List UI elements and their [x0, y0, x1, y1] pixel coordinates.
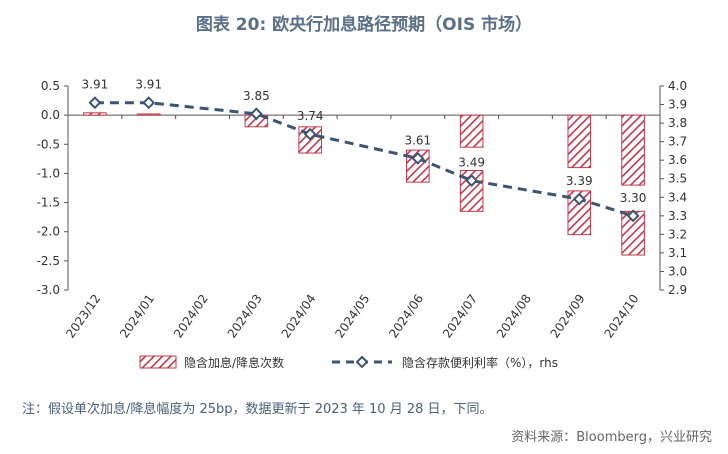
- data-label-2024-10: 3.30: [620, 191, 647, 205]
- x-tick-label: 2024/04: [279, 292, 319, 341]
- bars-group: [83, 112, 645, 256]
- x-tick-label: 2024/09: [548, 292, 588, 341]
- axes-group: 0.5 0.0 -0.5 -1.0 -1.5 -2.0 -2.5 -3.0 4.0 3.9 3.8 3…: [37, 79, 688, 297]
- left-tick-label: -1.5: [37, 196, 60, 210]
- x-tick-label: 2024/06: [386, 292, 426, 341]
- right-tick-label: 3.6: [668, 153, 687, 167]
- right-tick-label: 3.4: [668, 190, 687, 204]
- line-point-2024-04: [303, 127, 317, 141]
- data-label-2023-12: 3.91: [82, 78, 109, 92]
- left-tick-label: -2.0: [37, 225, 60, 239]
- line-point-2024-03: [249, 107, 263, 121]
- right-tick-label: 3.7: [668, 135, 687, 149]
- bar-2024-01: [136, 113, 161, 116]
- legend: 隐含加息/降息次数 隐含存款便利利率（%），rhs: [139, 355, 558, 370]
- right-tick-label: 3.0: [668, 264, 687, 278]
- legend-bar-swatch: [139, 355, 177, 369]
- left-tick-label: -1.0: [37, 166, 60, 180]
- line-point-2024-10: [626, 209, 640, 223]
- x-tick-labels-group: 2023/12 2024/01 2024/02 2024/03 2024/04 2024/…: [63, 292, 641, 341]
- line-point-2024-07: [465, 174, 479, 187]
- line-series-group: 3.91 3.91 3.85 3.74 3.61 3.49 3.39 3.30: [82, 78, 647, 223]
- source-note: 资料来源：Bloomberg，兴业研究: [511, 430, 712, 445]
- right-tick-label: 3.1: [668, 246, 687, 260]
- data-label-2024-01: 3.91: [135, 78, 162, 92]
- x-tick-label: 2024/02: [171, 292, 211, 341]
- right-tick-label: 3.2: [668, 227, 687, 241]
- right-tick-label: 4.0: [668, 79, 687, 93]
- chart-title: 图表 20: 欧央行加息路径预期（OIS 市场）: [195, 15, 533, 35]
- line-point-2024-06: [411, 151, 425, 165]
- left-tick-label: -0.5: [37, 137, 60, 151]
- legend-line-label: 隐含存款便利利率（%），rhs: [402, 355, 558, 370]
- data-label-2024-06: 3.61: [404, 133, 431, 147]
- x-tick-label: 2024/10: [601, 292, 641, 341]
- x-tick-label: 2023/12: [63, 292, 103, 341]
- bar-2024-10: [621, 114, 645, 186]
- line-point-2024-01: [142, 96, 156, 110]
- left-tick-label: 0.0: [41, 108, 60, 122]
- footnote: 注：假设单次加息/降息幅度为 25bp，数据更新于 2023 年 10 月 28…: [22, 402, 493, 417]
- x-tick-label: 2024/07: [440, 292, 480, 341]
- legend-bar-label: 隐含加息/降息次数: [184, 355, 284, 370]
- right-tick-label: 3.3: [668, 209, 687, 223]
- left-tick-label: -2.5: [37, 254, 60, 268]
- right-tick-label: 2.9: [668, 283, 687, 297]
- left-tick-label: 0.5: [41, 79, 60, 93]
- legend-line-marker: [355, 355, 369, 369]
- line-series-path: [94, 101, 634, 218]
- left-tick-label: -3.0: [37, 283, 60, 297]
- x-tick-label: 2024/01: [117, 292, 157, 341]
- bar-2024-09: [567, 114, 592, 169]
- data-label-2024-09: 3.39: [566, 174, 593, 188]
- bar-2024-07: [459, 114, 484, 148]
- data-label-2024-07: 3.49: [458, 156, 485, 170]
- line-point-2024-09: [572, 192, 586, 206]
- data-label-2024-04: 3.74: [297, 109, 324, 123]
- x-tick-label: 2024/08: [494, 292, 534, 341]
- x-tick-label: 2024/03: [225, 292, 265, 341]
- right-tick-label: 3.8: [668, 116, 687, 130]
- line-point-2023-12: [88, 96, 102, 110]
- right-tick-label: 3.9: [668, 98, 687, 112]
- bar-2023-12: [83, 112, 107, 116]
- x-tick-label: 2024/05: [332, 292, 372, 341]
- right-tick-label: 3.5: [668, 172, 687, 186]
- data-label-2024-03: 3.85: [243, 89, 270, 103]
